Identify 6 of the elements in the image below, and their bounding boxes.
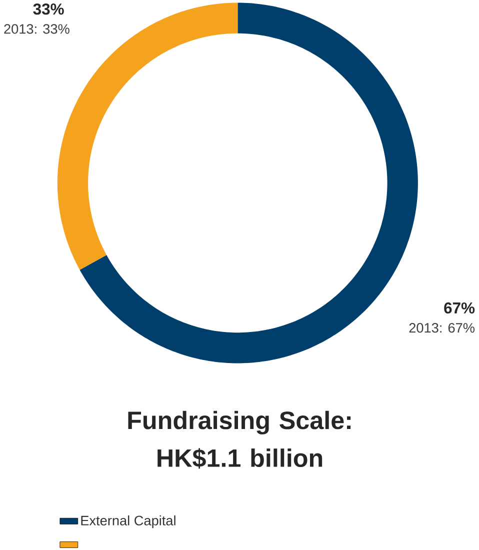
text: 2013: 33% bbox=[4, 24, 70, 34]
text: 67% bbox=[444, 302, 475, 314]
text: Fundraising Scale: HK$1.1 billion bbox=[128, 410, 351, 469]
legend-label: External Capital bbox=[82, 515, 176, 528]
text: 2013: 67% bbox=[410, 323, 475, 333]
text: 33% bbox=[33, 3, 64, 15]
